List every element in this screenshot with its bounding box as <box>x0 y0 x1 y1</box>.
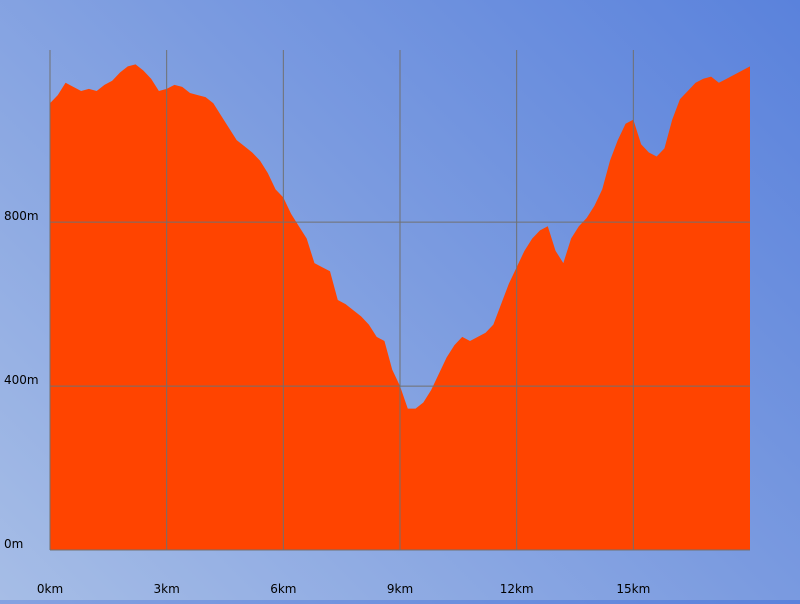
x-tick-label: 0km <box>37 582 63 596</box>
elevation-area-0 <box>50 64 750 550</box>
y-tick-label: 400m <box>4 373 39 387</box>
y-tick-label: 0m <box>4 537 23 551</box>
grid-layer <box>49 50 750 551</box>
x-tick-label: 6km <box>270 582 296 596</box>
area-layer <box>50 64 750 550</box>
x-tick-label: 3km <box>154 582 180 596</box>
x-tick-label: 12km <box>500 582 534 596</box>
y-tick-label: 800m <box>4 209 39 223</box>
tick-label-layer: 0km 3km 6km 9km 12km 15km 0m 400m 800m <box>4 209 650 596</box>
x-tick-label: 9km <box>387 582 413 596</box>
x-tick-label: 15km <box>616 582 650 596</box>
